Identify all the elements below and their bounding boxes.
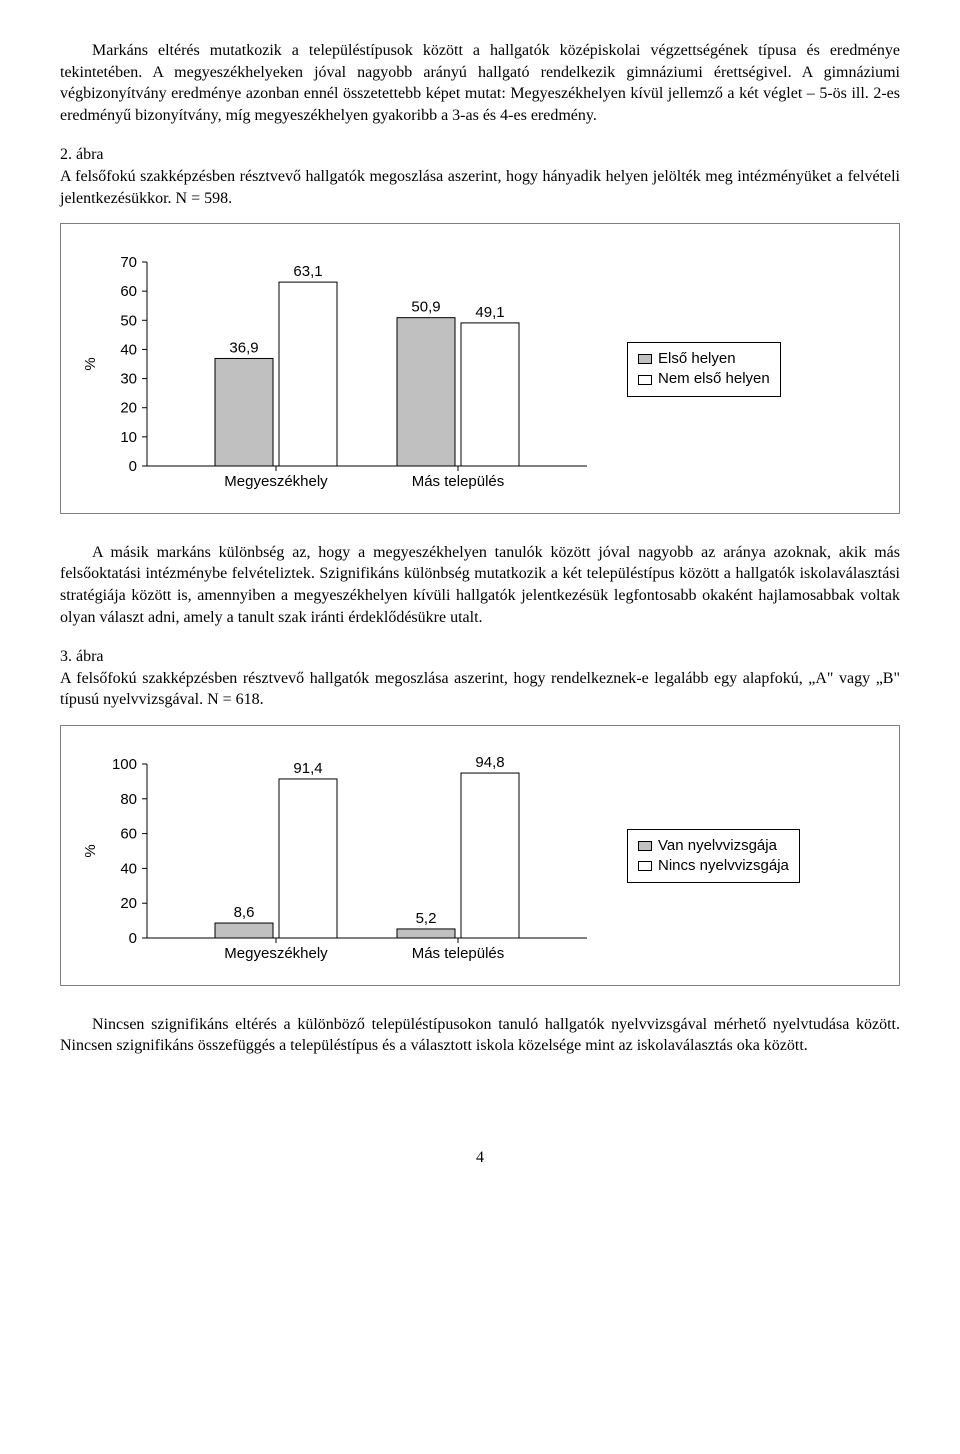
- figure-2-caption: 2. ábra A felsőfokú szakképzésben résztv…: [60, 144, 900, 209]
- legend-label: Nem első helyen: [658, 369, 770, 389]
- svg-text:60: 60: [120, 283, 137, 300]
- svg-text:10: 10: [120, 429, 137, 446]
- legend-row: Nincs nyelvvizsgája: [638, 856, 789, 876]
- legend-swatch: [638, 375, 652, 385]
- svg-text:100: 100: [112, 756, 137, 773]
- svg-text:30: 30: [120, 371, 137, 388]
- chart-3-legend: Van nyelvvizsgájaNincs nyelvvizsgája: [627, 829, 800, 884]
- svg-text:0: 0: [129, 458, 137, 475]
- legend-label: Van nyelvvizsgája: [658, 836, 777, 856]
- chart-3-frame: 0 20 40 60 80 100% Megyeszékhely 8,6 91,4 Más tel…: [60, 725, 900, 986]
- figure-3-caption: 3. ábra A felsőfokú szakképzésben résztv…: [60, 646, 900, 711]
- svg-text:36,9: 36,9: [229, 340, 258, 357]
- svg-text:%: %: [82, 844, 99, 857]
- svg-text:60: 60: [120, 826, 137, 843]
- figure-3-text: A felsőfokú szakképzésben résztvevő hall…: [60, 670, 900, 709]
- svg-text:94,8: 94,8: [475, 754, 504, 771]
- svg-text:Megyeszékhely: Megyeszékhely: [224, 473, 328, 490]
- legend-swatch: [638, 861, 652, 871]
- svg-text:20: 20: [120, 400, 137, 417]
- legend-row: Van nyelvvizsgája: [638, 836, 789, 856]
- paragraph-1: Markáns eltérés mutatkozik a településtí…: [60, 40, 900, 126]
- svg-text:63,1: 63,1: [293, 263, 322, 280]
- svg-text:91,4: 91,4: [293, 760, 322, 777]
- svg-text:40: 40: [120, 342, 137, 359]
- svg-text:70: 70: [120, 254, 137, 271]
- svg-text:50,9: 50,9: [411, 299, 440, 316]
- svg-text:8,6: 8,6: [234, 904, 255, 921]
- chart-2-legend: Első helyenNem első helyen: [627, 342, 781, 397]
- figure-2-text: A felsőfokú szakképzésben résztvevő hall…: [60, 168, 900, 207]
- chart-2: 0 10 20 30 40 50 60 70% Megyeszékhely 36,9 63,1 Más…: [77, 236, 597, 503]
- svg-text:Más település: Más település: [412, 945, 505, 962]
- legend-row: Első helyen: [638, 349, 770, 369]
- svg-text:40: 40: [120, 860, 137, 877]
- svg-text:49,1: 49,1: [475, 304, 504, 321]
- legend-label: Nincs nyelvvizsgája: [658, 856, 789, 876]
- figure-3-label: 3. ábra: [60, 648, 104, 665]
- legend-swatch: [638, 841, 652, 851]
- chart-2-frame: 0 10 20 30 40 50 60 70% Megyeszékhely 36,9 63,1 Más…: [60, 223, 900, 514]
- figure-2-label: 2. ábra: [60, 146, 104, 163]
- svg-text:50: 50: [120, 312, 137, 329]
- page-number: 4: [60, 1147, 900, 1169]
- legend-label: Első helyen: [658, 349, 736, 369]
- svg-text:5,2: 5,2: [416, 910, 437, 927]
- chart-3: 0 20 40 60 80 100% Megyeszékhely 8,6 91,4 Más tel…: [77, 738, 597, 975]
- svg-text:20: 20: [120, 895, 137, 912]
- legend-swatch: [638, 354, 652, 364]
- svg-text:%: %: [82, 357, 99, 370]
- svg-text:Más település: Más település: [412, 473, 505, 490]
- svg-text:0: 0: [129, 930, 137, 947]
- svg-text:Megyeszékhely: Megyeszékhely: [224, 945, 328, 962]
- paragraph-2: A másik markáns különbség az, hogy a meg…: [60, 542, 900, 628]
- svg-text:80: 80: [120, 791, 137, 808]
- paragraph-3: Nincsen szignifikáns eltérés a különböző…: [60, 1014, 900, 1057]
- legend-row: Nem első helyen: [638, 369, 770, 389]
